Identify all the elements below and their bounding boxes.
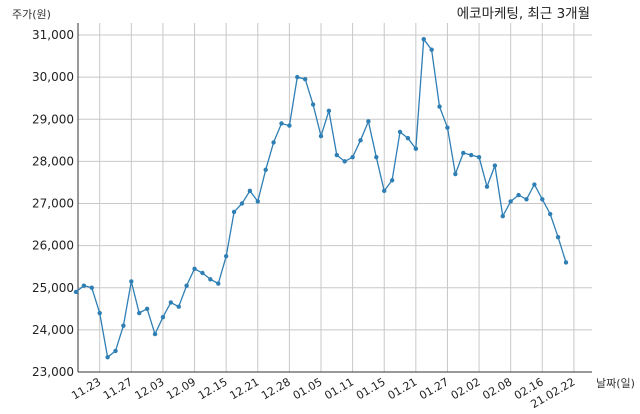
y-tick-label: 29,000 [32, 112, 74, 126]
data-point [453, 171, 458, 177]
data-point [105, 355, 110, 360]
data-point [200, 270, 205, 276]
data-point [540, 197, 545, 202]
y-tick-label: 24,000 [32, 323, 74, 337]
y-tick-label: 25,000 [32, 281, 74, 295]
x-tick-label: 12.09 [164, 375, 198, 402]
x-axis-title: 날짜(일) [596, 376, 635, 390]
data-point [216, 281, 221, 286]
data-point [279, 121, 284, 126]
data-point [247, 188, 253, 194]
data-point [389, 178, 395, 183]
data-point [437, 104, 442, 109]
data-point [137, 310, 142, 316]
data-point [555, 235, 561, 240]
x-tick-labels: 11.2311.2712.0312.0912.1512.2112.2801.05… [69, 375, 577, 411]
y-tick-labels: 23,000 24,000 25,000 26,000 27,000 28,000 29,0… [32, 28, 74, 379]
data-point [287, 123, 292, 128]
data-point [121, 323, 126, 328]
data-point [397, 129, 403, 135]
data-point [547, 211, 553, 217]
data-point [358, 138, 363, 143]
data-point [334, 152, 340, 158]
series [73, 37, 569, 360]
data-point [492, 163, 498, 168]
data-point [366, 119, 371, 124]
data-point [73, 289, 79, 295]
data-point [476, 154, 482, 160]
data-point [208, 277, 213, 282]
data-point [508, 199, 513, 204]
data-point [152, 331, 158, 337]
data-point [89, 285, 95, 290]
data-point [374, 154, 379, 160]
data-point [113, 348, 118, 354]
data-point [295, 74, 300, 80]
data-point [263, 167, 268, 172]
x-tick-label: 01.11 [322, 375, 356, 402]
data-point [342, 159, 347, 164]
x-tick-label: 12.21 [227, 375, 261, 402]
y-tick-label: 30,000 [32, 70, 74, 84]
data-point [168, 300, 174, 305]
y-tick-label: 28,000 [32, 154, 74, 168]
data-point [310, 102, 316, 107]
data-point [192, 266, 197, 271]
data-point [255, 199, 260, 204]
data-point [350, 154, 355, 160]
data-point [405, 136, 411, 141]
data-point [176, 304, 181, 309]
y-tick-label: 26,000 [32, 239, 74, 253]
data-point [484, 184, 490, 189]
data-point [271, 140, 276, 145]
data-point [231, 209, 237, 215]
y-tick-label: 27,000 [32, 197, 74, 211]
y-tick-label: 31,000 [32, 28, 74, 42]
data-point [160, 315, 166, 320]
grid [78, 23, 592, 373]
data-point [532, 182, 537, 187]
data-point [445, 125, 450, 130]
data-point [563, 260, 569, 265]
x-tick-label: 01.15 [354, 375, 388, 402]
data-point [239, 201, 245, 206]
data-point [318, 133, 324, 139]
x-tick-label: 01.27 [417, 375, 451, 402]
data-point [413, 146, 419, 151]
data-point [461, 150, 466, 156]
x-tick-label: 11.27 [101, 375, 135, 402]
data-point [326, 108, 332, 114]
x-tick-label: 12.28 [259, 375, 293, 402]
x-tick-label: 12.03 [133, 375, 167, 402]
data-point [97, 310, 102, 316]
axes [77, 23, 592, 373]
data-point [421, 37, 426, 42]
x-tick-label: 01.21 [386, 375, 420, 402]
data-point [81, 283, 87, 288]
data-point [129, 279, 134, 284]
x-tick-label: 02.02 [449, 375, 483, 402]
data-point [184, 283, 189, 288]
x-tick-label: 01.05 [291, 375, 325, 402]
data-point [500, 213, 505, 219]
data-point [524, 197, 529, 202]
data-point [302, 77, 308, 82]
chart-title: 에코마케팅, 최근 3개월 [457, 6, 590, 22]
data-point [429, 47, 434, 52]
data-point [223, 253, 229, 259]
data-point [144, 306, 150, 312]
data-point [468, 152, 474, 158]
x-tick-label: 12.15 [196, 375, 230, 402]
x-tick-label: 11.23 [69, 375, 103, 402]
y-tick-label: 23,000 [32, 365, 74, 379]
x-tick-label: 02.08 [480, 375, 514, 402]
data-point [516, 192, 521, 198]
data-point [382, 188, 387, 194]
y-axis-title: 주가(원) [12, 8, 51, 21]
